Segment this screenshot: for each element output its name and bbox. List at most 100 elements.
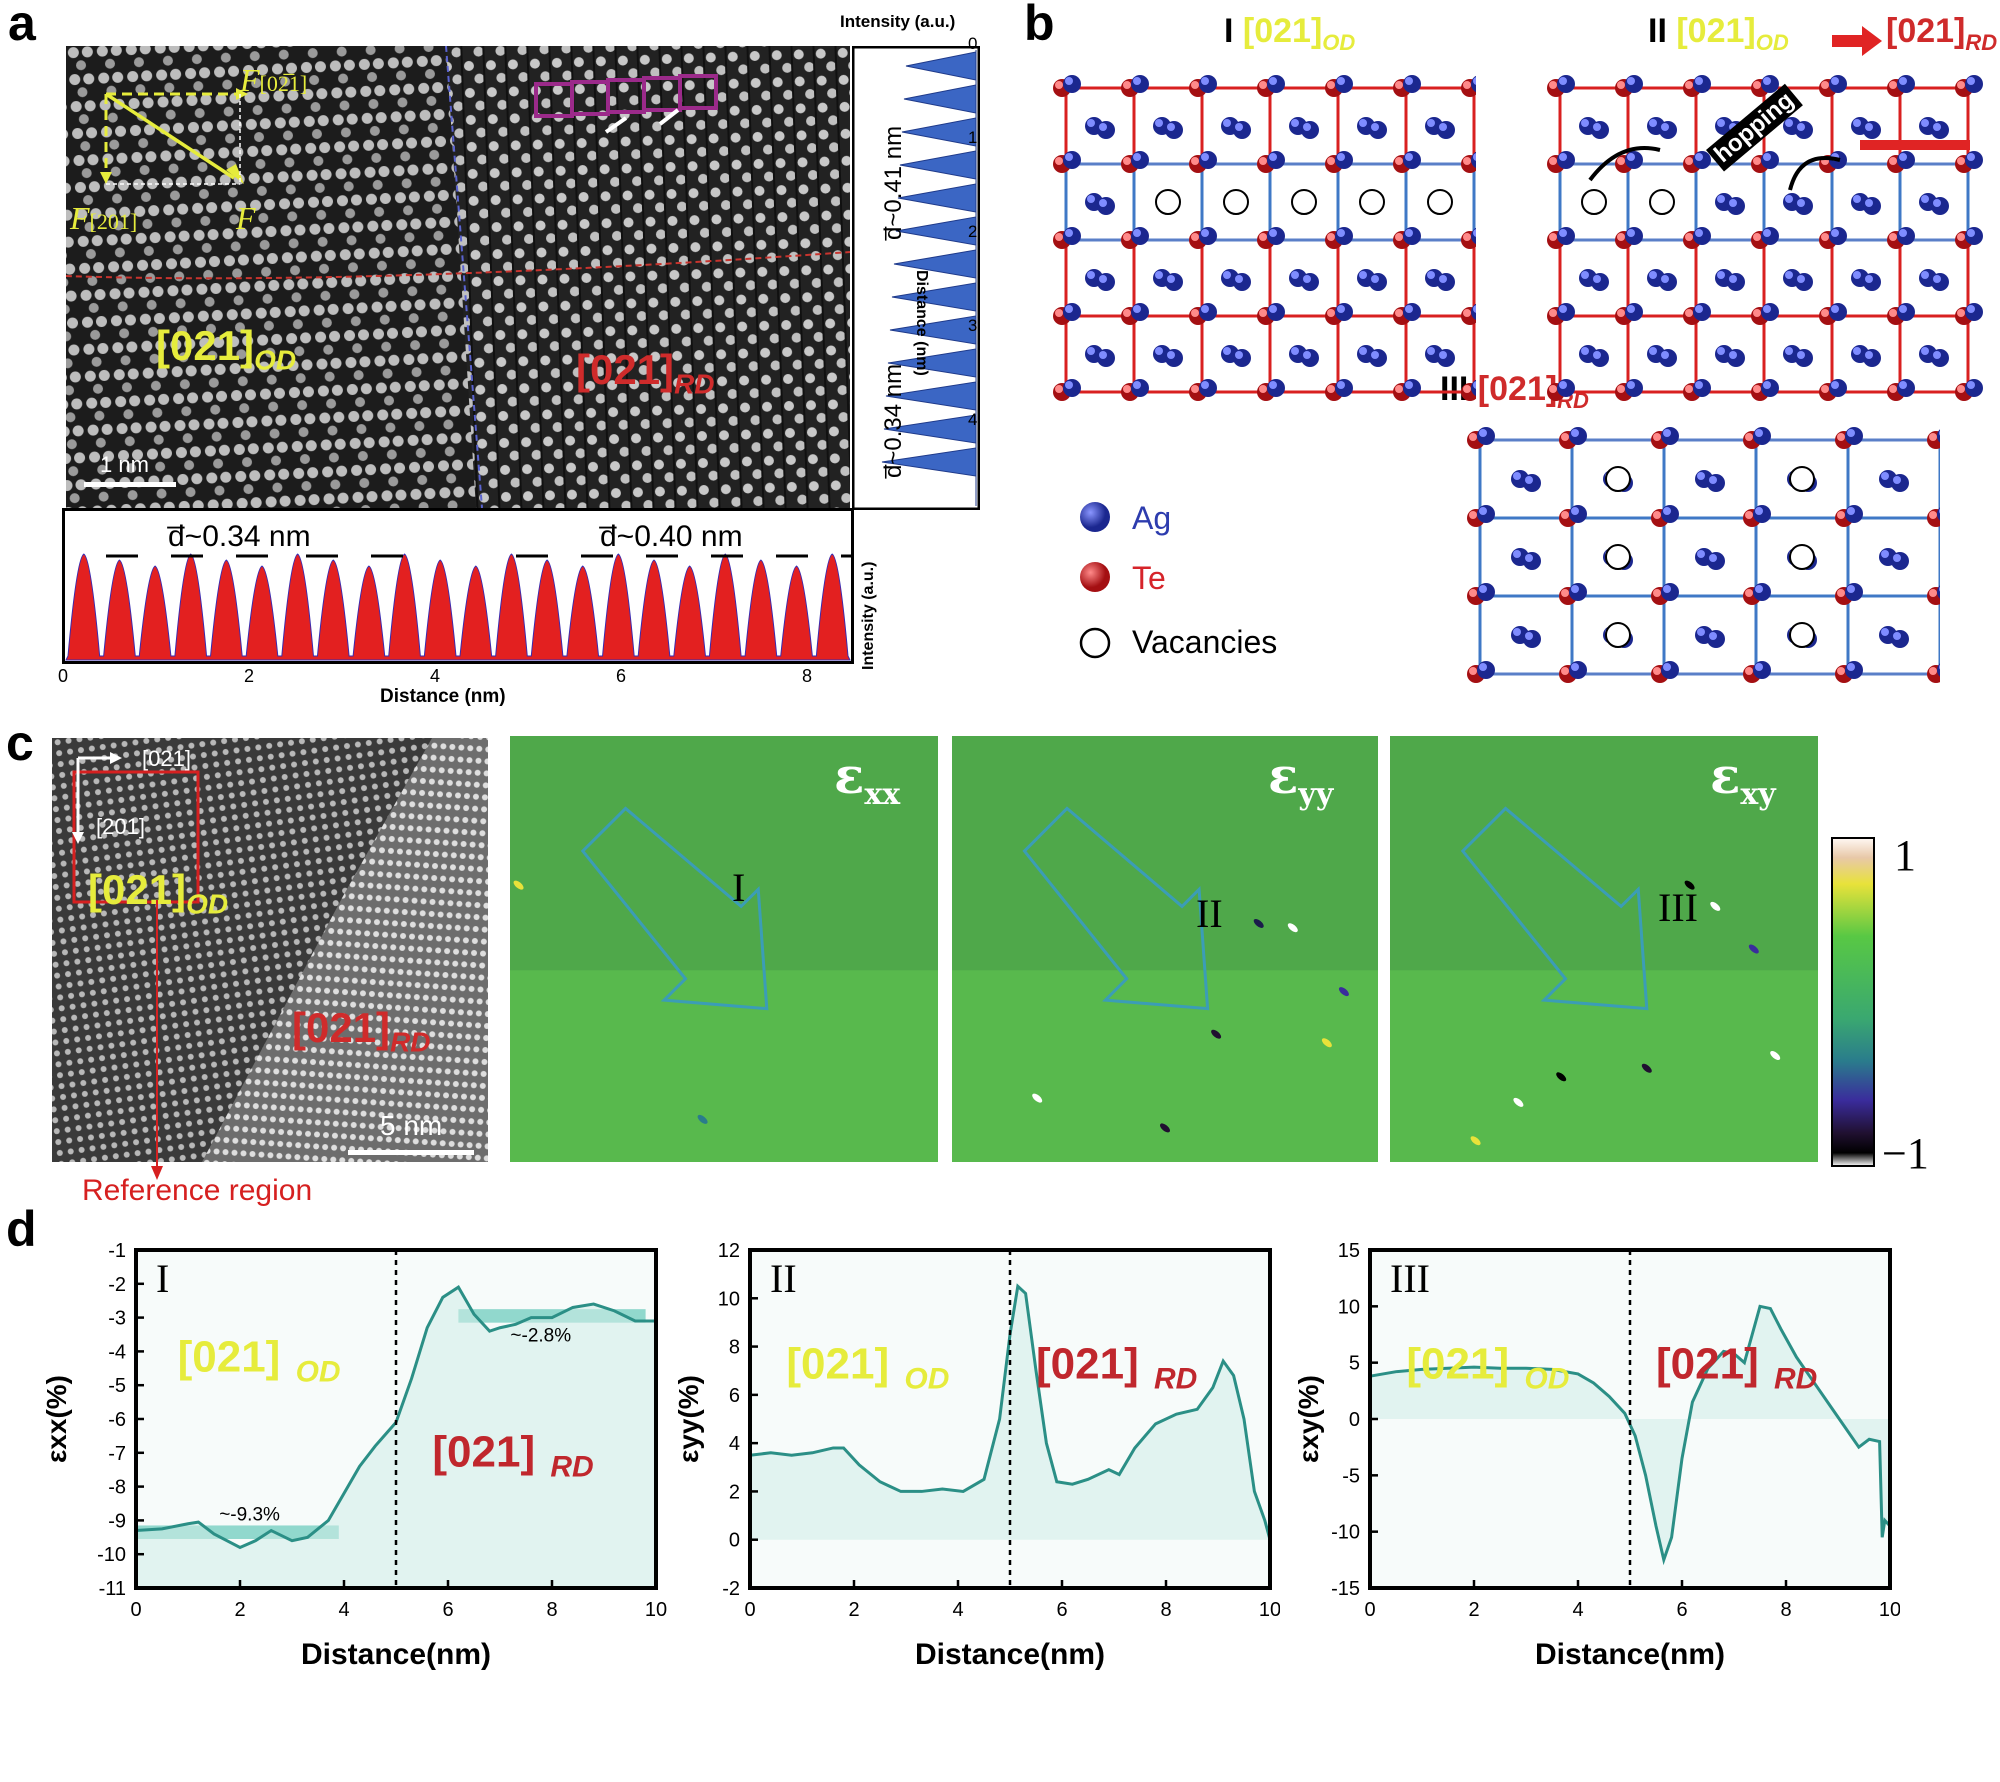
x-tick-label: 0 <box>744 1599 755 1621</box>
y-tick-label: -5 <box>108 1375 126 1397</box>
y-axis-label: εxx(%) <box>41 1375 72 1463</box>
y-tick-label: 10 <box>718 1288 740 1310</box>
ag-atom <box>1471 379 1476 397</box>
bottom-profile-ylabel: Intensity (a.u.) <box>860 561 877 670</box>
map-xy-symbol: ɛxy <box>1710 746 1776 812</box>
ag-atom <box>1403 151 1421 169</box>
ag-atom <box>1659 121 1677 139</box>
panel-a-scale-label: 1 nm <box>100 452 149 477</box>
ag-atom <box>1897 75 1915 93</box>
bottom-tick-6: 6 <box>616 666 627 686</box>
plot-frame <box>748 1248 1272 1590</box>
ag-atom <box>1891 552 1909 570</box>
ag-atom <box>1761 75 1779 93</box>
ag-atom <box>1753 583 1771 601</box>
bottom-tick-2: 2 <box>244 666 255 686</box>
y-tick-label: 0 <box>1349 1409 1360 1431</box>
ag-atom <box>1727 197 1745 215</box>
panel-c-rd-label: [021]RD <box>292 1004 431 1058</box>
x-tick-label: 8 <box>1160 1599 1171 1621</box>
ag-atom <box>1795 349 1813 367</box>
ag-atom <box>1267 151 1285 169</box>
rd-region-subscript: RD <box>1774 1362 1817 1395</box>
strain-feature <box>1287 923 1298 933</box>
ag-atom <box>1965 75 1983 93</box>
panel-b-letter: b <box>1024 0 1055 51</box>
x-tick-label: 6 <box>1056 1599 1067 1621</box>
ag-atom <box>1693 75 1711 93</box>
od-region-label: [021] <box>178 1333 281 1382</box>
panel-d-letter: d <box>6 1201 37 1257</box>
ag-atom <box>1795 121 1813 139</box>
strain-map-region <box>952 970 1378 1162</box>
ag-atom <box>1301 121 1319 139</box>
ag-atom <box>1267 303 1285 321</box>
side-tick-1: 1 <box>968 128 978 147</box>
ag-atom <box>1403 303 1421 321</box>
vacancy-marker <box>1605 544 1631 570</box>
vacancy-marker <box>1605 466 1631 492</box>
y-tick-label: 12 <box>718 1240 740 1262</box>
ag-atom <box>1233 349 1251 367</box>
y-tick-label: -11 <box>99 1578 126 1600</box>
ag-atom <box>1795 197 1813 215</box>
ag-atom <box>1863 349 1881 367</box>
ag-atom <box>1937 429 1940 443</box>
vacancy-marker <box>1223 189 1249 215</box>
x-axis-label: Distance(nm) <box>1535 1638 1725 1671</box>
strain-feature <box>1338 987 1349 997</box>
y-tick-label: -1 <box>108 1240 126 1262</box>
x-tick-label: 2 <box>234 1599 245 1621</box>
x-tick-label: 8 <box>1780 1599 1791 1621</box>
ag-atom <box>1267 227 1285 245</box>
lattice-II-title: II [021]OD <box>1648 12 1789 55</box>
ag-atom <box>1437 121 1455 139</box>
bottom-d-right: d̅~0.40 nm <box>600 520 743 553</box>
ag-atom <box>1569 661 1587 679</box>
panel-a-od-label: [021]OD <box>156 322 297 376</box>
ag-atom <box>1301 273 1319 291</box>
y-tick-label: -2 <box>722 1578 740 1600</box>
vacancy-marker <box>1581 189 1607 215</box>
ag-atom <box>1523 630 1541 648</box>
strain-profile-chart-3: 0 2 4 6 8 10 -15 -10 -5 0 5 10 15 Distance(nm) εxy(%) I… <box>1293 1240 1900 1671</box>
ag-atom <box>1097 349 1115 367</box>
vacancy-marker <box>1789 544 1815 570</box>
x-tick-label: 4 <box>338 1599 349 1621</box>
ag-atom <box>1761 379 1779 397</box>
side-intensity-profile <box>852 46 980 510</box>
x-tick-label: 2 <box>1468 1599 1479 1621</box>
ag-atom <box>1707 552 1725 570</box>
data-line <box>1369 1304 1892 1566</box>
ag-atom <box>1753 505 1771 523</box>
y-axis-label: εxy(%) <box>1293 1375 1324 1463</box>
od-region-label: [021] <box>1406 1339 1509 1388</box>
strain-feature <box>1160 1123 1170 1133</box>
transition-arrow-icon <box>1832 26 1882 56</box>
x-axis-label: Distance(nm) <box>915 1638 1105 1671</box>
rd-region-label: [021] <box>432 1427 535 1476</box>
ag-atom <box>1965 227 1983 245</box>
bottom-tick-8: 8 <box>802 666 813 686</box>
ag-atom <box>1131 379 1149 397</box>
plateau-annotation: ~-2.8% <box>510 1325 571 1346</box>
colorbar-max: 1 <box>1894 831 1916 880</box>
lattice-I-diagram <box>1053 75 1476 401</box>
area-fill <box>136 1287 656 1588</box>
y-tick-label: -4 <box>108 1341 126 1363</box>
ag-atom <box>1937 585 1940 599</box>
ag-atom <box>1557 379 1575 397</box>
ag-atom <box>1661 427 1679 445</box>
strain-feature <box>1770 1051 1781 1060</box>
ag-atom <box>1727 349 1745 367</box>
ag-atom <box>1693 227 1711 245</box>
ag-atom <box>1097 121 1115 139</box>
bottom-profile-xlabel: Distance (nm) <box>380 686 506 707</box>
y-tick-label: -15 <box>1331 1578 1360 1600</box>
ag-atom <box>1661 661 1679 679</box>
ag-atom <box>1659 349 1677 367</box>
ag-atom <box>1477 583 1495 601</box>
ag-atom <box>1931 197 1949 215</box>
ag-atom <box>1369 121 1387 139</box>
side-d-top: d̅~0.41 nm <box>880 125 907 240</box>
